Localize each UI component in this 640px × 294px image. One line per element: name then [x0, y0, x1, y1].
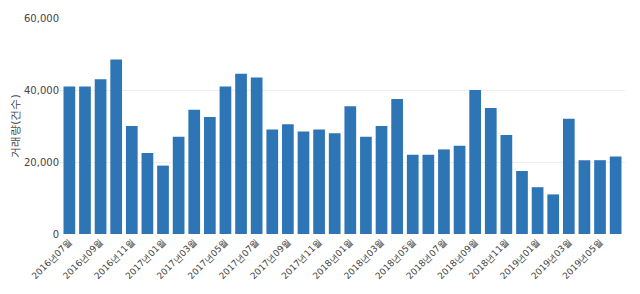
svg-text:2018년05월: 2018년05월 [373, 237, 417, 281]
svg-text:2017년07월: 2017년07월 [217, 237, 261, 281]
svg-text:2017년11월: 2017년11월 [280, 237, 324, 281]
svg-text:2016년09월: 2016년09월 [61, 237, 105, 281]
svg-text:2017년03월: 2017년03월 [155, 237, 199, 281]
svg-text:20,000: 20,000 [24, 157, 59, 168]
svg-text:2018년03월: 2018년03월 [342, 237, 386, 281]
svg-text:2016년11월: 2016년11월 [92, 237, 136, 281]
svg-text:40,000: 40,000 [24, 85, 59, 96]
svg-text:2018년11월: 2018년11월 [467, 237, 511, 281]
svg-text:거래량(건수): 거래량(건수) [9, 94, 22, 158]
svg-text:2017년09월: 2017년09월 [248, 237, 292, 281]
svg-text:2017년05월: 2017년05월 [186, 237, 230, 281]
svg-text:2019년03월: 2019년03월 [529, 237, 573, 281]
svg-text:60,000: 60,000 [24, 13, 59, 24]
svg-text:2016년07월: 2016년07월 [30, 237, 74, 281]
svg-text:2018년07월: 2018년07월 [404, 237, 448, 281]
svg-text:2017년01월: 2017년01월 [124, 237, 168, 281]
svg-text:2019년01월: 2019년01월 [498, 237, 542, 281]
svg-text:2018년09월: 2018년09월 [436, 237, 480, 281]
svg-text:2019년05월: 2019년05월 [561, 237, 605, 281]
svg-text:2018년01월: 2018년01월 [311, 237, 355, 281]
svg-text:0: 0 [53, 229, 59, 240]
